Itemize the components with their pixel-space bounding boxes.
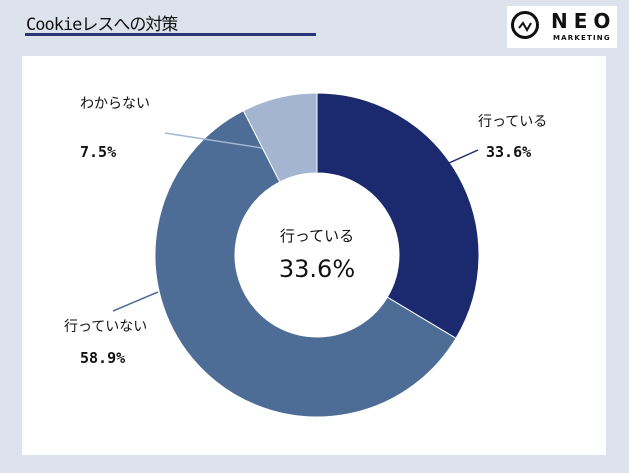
donut-slice-1 xyxy=(154,109,457,418)
value-not-doing: 58.9% xyxy=(80,349,125,367)
value-unknown: 7.5% xyxy=(80,143,116,161)
value-doing: 33.6% xyxy=(486,143,531,161)
label-unknown: わからない xyxy=(80,96,150,112)
logo-subtext: MARKETING xyxy=(553,34,611,42)
donut-slice-2 xyxy=(242,92,318,183)
title-underline xyxy=(25,33,316,36)
label-not-doing: 行っていない xyxy=(64,319,147,335)
logo-text: NEO xyxy=(551,9,617,33)
leader-line-not-doing xyxy=(112,291,159,312)
leader-line-unknown xyxy=(164,132,263,149)
center-label: 行っている xyxy=(280,227,354,245)
page-title: Cookieレスへの対策 xyxy=(26,15,178,35)
neo-marketing-logo: NEO MARKETING xyxy=(507,6,617,48)
donut-slice-0 xyxy=(316,92,480,340)
label-doing: 行っている xyxy=(478,114,547,130)
center-value: 33.6% xyxy=(279,255,355,283)
logo-icon xyxy=(511,11,539,39)
leader-line-doing xyxy=(448,149,479,164)
